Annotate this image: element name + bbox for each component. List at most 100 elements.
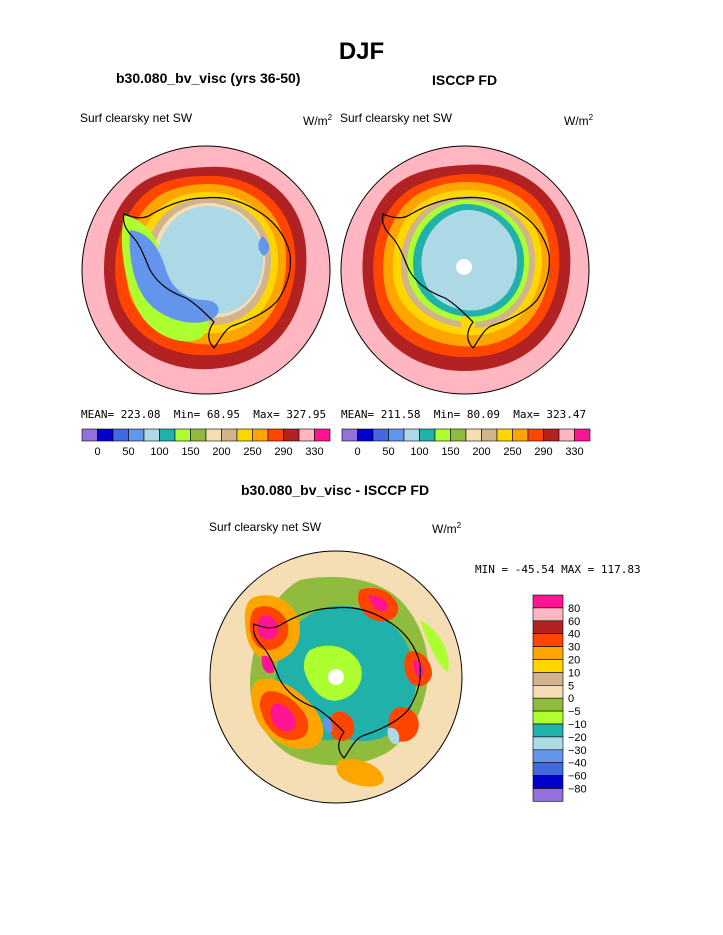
colorbar-tick-label: 5 bbox=[568, 680, 574, 692]
colorbar-tick-label: 200 bbox=[212, 446, 230, 458]
colorbar-swatch bbox=[543, 428, 560, 442]
colorbar-tick-label: 150 bbox=[441, 446, 459, 458]
colorbar-swatch bbox=[403, 428, 420, 442]
colorbar-swatch bbox=[532, 697, 564, 712]
colorbar-tick-label: 150 bbox=[181, 446, 199, 458]
colorbar-tick-label: 50 bbox=[382, 446, 394, 458]
colorbar-tick-label: 290 bbox=[534, 446, 552, 458]
colorbar-tick-label: 40 bbox=[568, 629, 580, 641]
colorbar-swatch bbox=[112, 428, 129, 442]
colorbar-tick-label: −10 bbox=[568, 719, 587, 731]
colorbar-swatch bbox=[532, 775, 564, 789]
page-title: DJF bbox=[338, 38, 385, 65]
variable-label-model: Surf clearsky net SW bbox=[80, 111, 193, 125]
units-label-model: W/m2 bbox=[303, 113, 333, 128]
colorbar-swatch bbox=[388, 428, 405, 442]
colorbar-swatch bbox=[236, 428, 253, 442]
variable-label-diff: Surf clearsky net SW bbox=[209, 520, 322, 534]
polar-map-obs bbox=[340, 145, 590, 395]
field-magenta-e bbox=[413, 660, 424, 678]
colorbar-tick-label: 30 bbox=[568, 642, 580, 654]
colorbar-tick-label: 60 bbox=[568, 616, 580, 628]
colorbar-model: 0 50 100 150 200 250 290 330 bbox=[81, 428, 331, 458]
colorbar-swatch bbox=[532, 788, 564, 802]
colorbar-tick-label: 330 bbox=[565, 446, 583, 458]
pole-hole-diff bbox=[328, 669, 344, 685]
map-border-model bbox=[81, 145, 331, 395]
colorbar-tick-label: 100 bbox=[410, 446, 428, 458]
colorbar-swatch bbox=[298, 428, 315, 442]
colorbar-tick-label: 200 bbox=[472, 446, 490, 458]
colorbar-swatch bbox=[532, 762, 564, 776]
colorbar-swatch bbox=[532, 659, 564, 673]
colorbar-swatch bbox=[532, 736, 564, 751]
colorbar-swatch bbox=[532, 620, 564, 634]
colorbar-tick-label: 0 bbox=[568, 693, 574, 705]
colorbar-swatch bbox=[481, 428, 498, 442]
antarctica-coastline-diff bbox=[252, 606, 421, 759]
field-ice-model bbox=[155, 205, 264, 315]
colorbar-swatch bbox=[252, 428, 269, 442]
field-blue-s bbox=[323, 717, 333, 733]
colorbar-swatch bbox=[267, 428, 284, 442]
field-orange-sp bbox=[336, 759, 384, 787]
colorbar-swatch bbox=[81, 428, 98, 442]
colorbar-swatch bbox=[450, 428, 467, 442]
colorbar-swatch bbox=[532, 749, 564, 763]
colorbar-swatch bbox=[174, 428, 191, 442]
field-magenta-ne bbox=[368, 595, 388, 612]
colorbar-swatch bbox=[532, 646, 564, 660]
colorbar-tick-label: 0 bbox=[354, 446, 360, 458]
colorbar-swatch bbox=[532, 672, 564, 686]
colorbar-swatch bbox=[532, 710, 564, 725]
polar-map-diff bbox=[209, 550, 463, 804]
field-lightblue-se bbox=[387, 727, 400, 745]
antarctica-coastline-obs bbox=[381, 196, 550, 349]
colorbar-swatch bbox=[532, 633, 564, 647]
field-blue-east bbox=[258, 236, 270, 256]
antarctica-coastline-model bbox=[122, 196, 291, 349]
colorbar-swatch bbox=[527, 428, 544, 442]
panel-title-obs: ISCCP FD bbox=[432, 72, 498, 88]
colorbar-swatch bbox=[143, 428, 160, 442]
colorbar-swatch bbox=[496, 428, 513, 442]
colorbar-tick-label: −40 bbox=[568, 758, 587, 770]
colorbar-swatch bbox=[532, 684, 564, 699]
field-green-east bbox=[420, 620, 449, 672]
colorbar-tick-label: 330 bbox=[305, 446, 323, 458]
field-red-s bbox=[328, 711, 355, 741]
colorbar-swatch bbox=[532, 594, 564, 609]
map-border-diff bbox=[209, 550, 463, 804]
colorbar-swatch bbox=[512, 428, 529, 442]
colorbar-tick-label: 20 bbox=[568, 655, 580, 667]
colorbar-obs: 0 50 100 150 200 250 290 330 bbox=[341, 428, 591, 458]
colorbar-swatch bbox=[205, 428, 222, 442]
colorbar-swatch bbox=[372, 428, 389, 442]
colorbar-tick-label: −30 bbox=[568, 745, 587, 757]
stats-diff: MIN = -45.54 MAX = 117.83 bbox=[475, 563, 641, 576]
colorbar-tick-label: 50 bbox=[122, 446, 134, 458]
colorbar-swatch bbox=[532, 607, 564, 622]
colorbar-swatch bbox=[159, 428, 176, 442]
colorbar-swatch bbox=[465, 428, 482, 442]
colorbar-tick-label: −60 bbox=[568, 771, 587, 783]
units-label-diff: W/m2 bbox=[432, 521, 462, 536]
colorbar-swatch bbox=[419, 428, 436, 442]
colorbar-tick-label: 10 bbox=[568, 667, 580, 679]
pole-hole-obs bbox=[456, 259, 472, 275]
stats-model: MEAN= 223.08 Min= 68.95 Max= 327.95 bbox=[81, 408, 327, 421]
colorbar-tick-label: 80 bbox=[568, 603, 580, 615]
stats-obs: MEAN= 211.58 Min= 80.09 Max= 323.47 bbox=[341, 408, 587, 421]
units-label-obs: W/m2 bbox=[564, 113, 594, 128]
colorbar-tick-label: 290 bbox=[274, 446, 292, 458]
field-ice-obs bbox=[421, 209, 518, 311]
colorbar-tick-label: −20 bbox=[568, 732, 587, 744]
field-magenta-w bbox=[270, 703, 296, 732]
colorbar-tick-label: 100 bbox=[150, 446, 168, 458]
colorbar-swatch bbox=[221, 428, 238, 442]
panel-title-diff: b30.080_bv_visc - ISCCP FD bbox=[241, 482, 430, 498]
colorbar-swatch bbox=[128, 428, 145, 442]
colorbar-swatch bbox=[434, 428, 451, 442]
